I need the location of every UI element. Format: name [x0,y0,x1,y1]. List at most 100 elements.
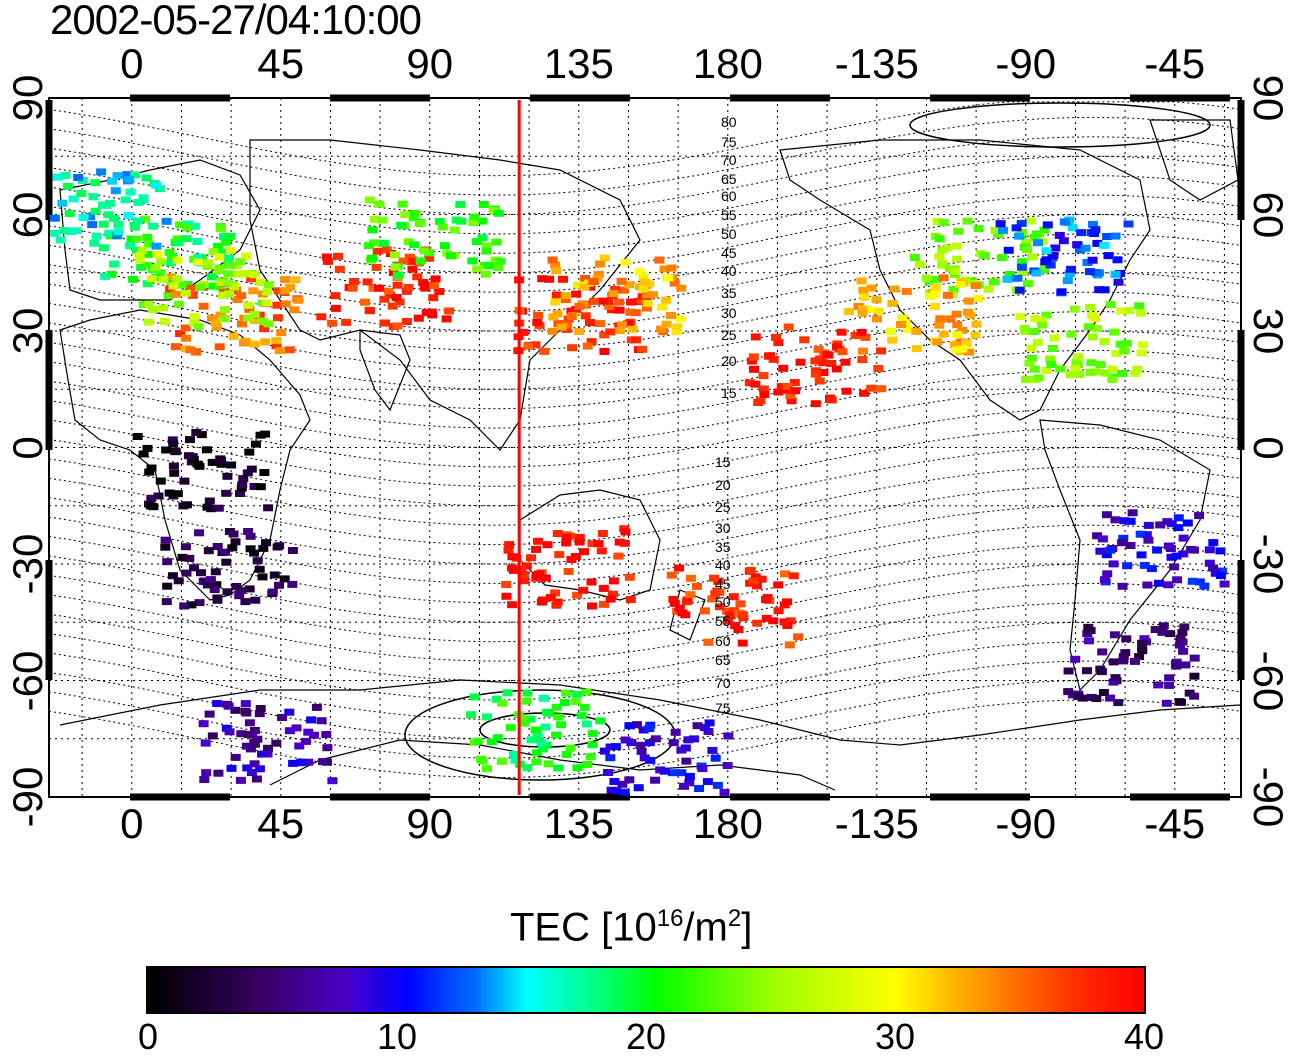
coast-antarctica [59,679,1241,746]
tec-sample [654,256,665,264]
tec-sample [503,546,514,554]
tec-sample [262,750,273,758]
tec-sample [1054,231,1065,239]
tec-sample [273,287,284,295]
tec-sample [659,265,670,273]
tec-sample [539,347,550,355]
tec-sample [679,782,689,790]
tec-sample [168,440,179,448]
tec-sample [1041,311,1052,319]
tec-sample [1092,239,1103,247]
tec-sample [624,722,635,730]
tec-sample [1088,220,1098,228]
tec-sample [215,225,226,233]
tec-sample [525,715,536,723]
tec-sample [750,380,761,388]
tec-sample [180,324,191,332]
tec-sample [418,279,429,286]
tec-sample [244,448,255,456]
tec-sample [630,309,641,317]
tec-sample [605,328,616,336]
tec-sample [530,726,541,734]
tec-sample [1065,265,1076,273]
tec-sample [162,582,173,590]
colorbar-label-main: TEC [10 [510,905,657,950]
tec-sample [492,734,503,742]
tec-sample [1175,634,1186,642]
tec-sample [260,338,271,346]
tec-sample [277,714,287,721]
tec-sample [1127,509,1138,517]
tec-sample [469,213,480,221]
tec-sample [384,291,395,299]
tec-sample [128,275,139,283]
tec-sample [112,172,123,180]
tec-sample [1086,359,1097,367]
tec-sample [748,577,759,585]
tec-sample [390,263,401,271]
tec-sample [285,283,296,291]
tec-sample [130,223,141,231]
tec-sample [491,238,502,246]
tec-sample [255,483,266,491]
tec-sample [153,492,164,500]
tec-sample [519,577,530,585]
tec-sample [858,347,868,355]
tec-sample [859,293,870,301]
tec-sample [98,201,108,209]
tec-sample [271,739,282,747]
tec-sample [911,345,922,353]
tec-sample [246,465,257,473]
tec-sample [782,383,793,390]
tec-sample [993,231,1004,238]
tec-sample [216,460,227,468]
tec-sample [840,358,851,366]
tec-sample [599,600,609,608]
tec-sample [407,265,418,273]
tec-sample [580,312,591,320]
tec-sample [158,304,168,312]
magnetic-contour [48,582,1242,662]
tec-sample [650,776,661,784]
right-tick-label: -60 [1245,650,1292,711]
tec-sample [516,565,527,573]
tec-sample [625,596,636,604]
tec-sample [1150,626,1161,633]
tec-sample [170,290,181,298]
tec-sample [1027,253,1038,261]
tec-sample [284,727,295,735]
tec-sample [1039,263,1050,271]
tec-sample [1026,217,1036,225]
tec-sample [272,543,283,551]
tec-sample [579,548,589,556]
tec-sample [1033,239,1043,247]
tec-sample [244,305,255,313]
tec-sample [240,598,251,606]
magnetic-contour [48,466,1242,546]
tec-sample [841,387,852,395]
tec-sample [659,767,670,775]
colorbar-tick-label: 30 [874,1016,916,1057]
tec-sample [938,274,949,282]
tec-sample [534,570,545,578]
tec-sample [758,385,769,393]
tec-sample [263,504,274,512]
tec-sample [1012,274,1023,282]
tec-sample [957,345,968,353]
tec-sample [938,218,949,226]
tec-sample [167,436,178,444]
tec-sample [267,588,278,596]
tec-sample [542,541,553,549]
tec-sample [685,574,696,582]
tec-sample [249,310,260,318]
tec-sample [398,257,409,265]
tec-sample [1173,514,1184,522]
tec-sample [911,327,922,335]
tec-sample [750,573,761,581]
tec-sample [970,282,981,290]
tec-sample [1066,330,1077,338]
tec-sample [290,276,301,284]
tec-sample [617,321,627,329]
tec-sample [1073,353,1084,361]
tec-sample [1208,564,1219,572]
